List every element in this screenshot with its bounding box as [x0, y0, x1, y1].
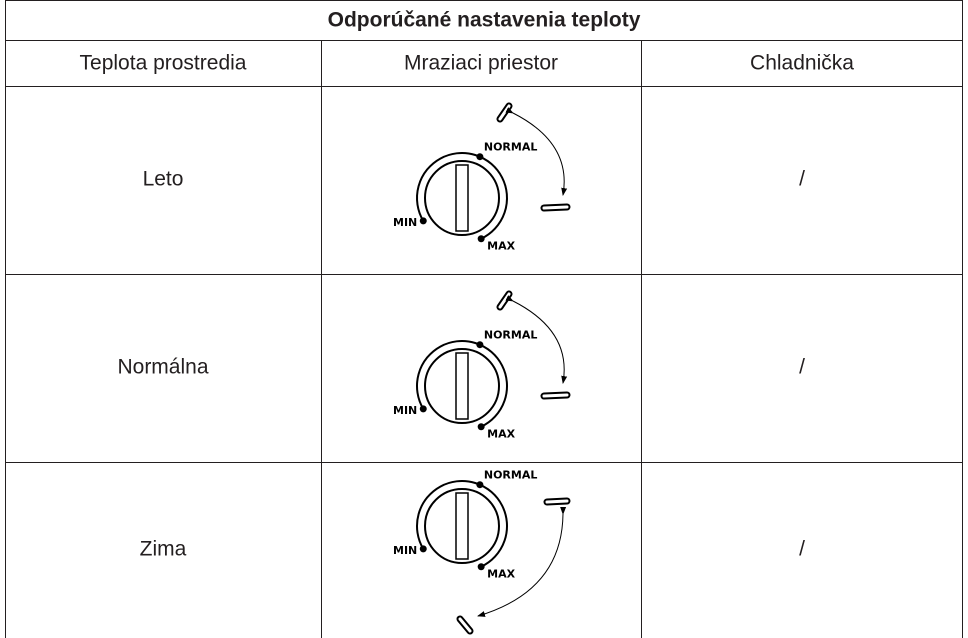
pointer-fill: [458, 617, 472, 633]
max-label: MAX: [487, 428, 515, 441]
knob-diagram: MIN NORMAL MAX: [393, 102, 571, 253]
normal-label: NORMAL: [484, 469, 538, 482]
scale-arc: [416, 480, 508, 568]
min-label: MIN: [393, 216, 417, 229]
range-arrow: [477, 506, 567, 617]
scale-dot: [419, 545, 427, 553]
knob-slot: [455, 492, 469, 560]
column-header: Teplota prostredia: [80, 52, 247, 75]
max-label: MAX: [487, 568, 515, 581]
pointer-fill: [545, 499, 569, 504]
knob-diagram: MIN NORMAL MAX: [393, 290, 571, 441]
scale-dot: [476, 481, 484, 489]
normal-label: NORMAL: [484, 329, 538, 342]
knob-diagram: MIN NORMAL MAX: [393, 469, 571, 635]
knob: [424, 160, 500, 236]
min-label: MIN: [393, 544, 417, 557]
scale-dot: [476, 341, 484, 349]
range-arrow: [505, 295, 568, 384]
normal-label: NORMAL: [484, 141, 538, 154]
scale-dot: [476, 153, 484, 161]
fridge-cell: /: [799, 356, 805, 379]
pointer-fill: [542, 205, 569, 210]
scale-dot: [419, 405, 427, 413]
knob-slot: [455, 352, 469, 420]
table-title: Odporúčané nastavenia teploty: [328, 9, 641, 32]
scale-arc: [416, 152, 508, 240]
range-arrow: [505, 107, 568, 196]
knob: [424, 488, 500, 564]
ambient-cell: Leto: [143, 168, 184, 191]
fridge-cell: /: [799, 538, 805, 561]
ambient-cell: Normálna: [117, 356, 208, 379]
column-header: Mraziaci priestor: [404, 52, 558, 75]
pointer-fill: [542, 393, 569, 398]
ambient-cell: Zima: [140, 538, 187, 561]
grid: [5, 0, 963, 638]
column-header: Chladnička: [750, 52, 854, 75]
fridge-cell: /: [799, 168, 805, 191]
max-label: MAX: [487, 240, 515, 253]
knob: [424, 348, 500, 424]
min-label: MIN: [393, 404, 417, 417]
scale-dot: [477, 235, 485, 243]
scale-arc: [416, 340, 508, 428]
scale-dot: [477, 563, 485, 571]
scale-dot: [419, 217, 427, 225]
scale-dot: [477, 423, 485, 431]
knob-slot: [455, 164, 469, 232]
